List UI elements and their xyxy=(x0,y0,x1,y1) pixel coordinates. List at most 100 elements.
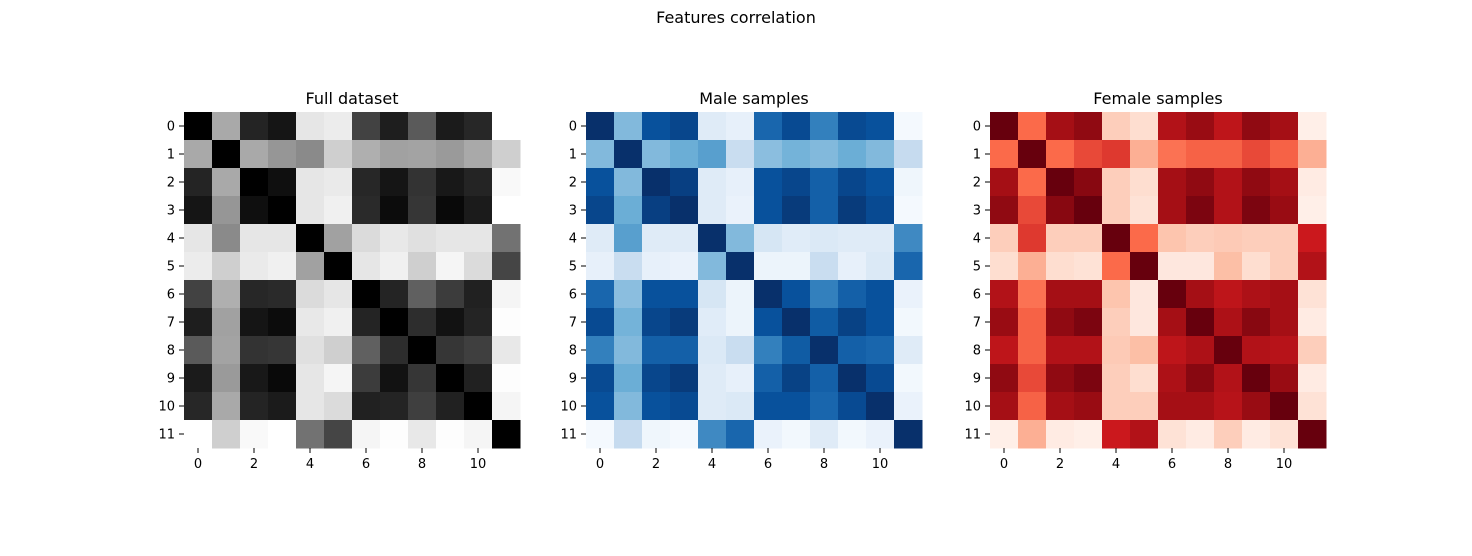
x-tick-label: 4 xyxy=(1112,457,1120,472)
heatmap-cell xyxy=(1298,392,1327,421)
heatmap-cell xyxy=(754,308,783,337)
heatmap-cell xyxy=(324,112,353,141)
x-tick-label: 2 xyxy=(250,457,258,472)
heatmap-cell xyxy=(614,196,643,225)
y-tick-label: 1 xyxy=(569,148,577,163)
heatmap-cell xyxy=(990,140,1019,169)
heatmap-cell xyxy=(894,392,923,421)
heatmap-cell xyxy=(726,196,755,225)
heatmap-cell xyxy=(436,392,465,421)
heatmap-cell xyxy=(1214,392,1243,421)
x-tick-label: 6 xyxy=(764,457,772,472)
heatmap-cell xyxy=(492,364,521,393)
heatmap-cell xyxy=(352,168,381,197)
heatmap-cell xyxy=(380,196,409,225)
y-tick-label: 10 xyxy=(964,400,981,415)
heatmap-cell xyxy=(670,224,699,253)
heatmap-cell xyxy=(296,392,325,421)
heatmap-cell xyxy=(810,252,839,281)
heatmap-cell xyxy=(436,336,465,365)
heatmap-cell xyxy=(240,196,269,225)
x-tick-label: 10 xyxy=(1276,457,1293,472)
heatmap-cell xyxy=(184,168,213,197)
heatmap-cell xyxy=(810,364,839,393)
heatmap-panel-3: Female samples 0 1 2 3 4 5 6 7 8 9 10 11 0 2 4 6 8 10 xyxy=(964,89,1327,472)
heatmap-cell xyxy=(810,168,839,197)
heatmap-cell xyxy=(296,364,325,393)
heatmap-cell xyxy=(296,308,325,337)
heatmap-cell xyxy=(1102,336,1131,365)
heatmap-cell xyxy=(492,196,521,225)
heatmap-cell xyxy=(464,224,493,253)
heatmap-cell xyxy=(352,280,381,309)
heatmap-cell xyxy=(1046,196,1075,225)
heatmap-cell xyxy=(1270,140,1299,169)
heatmap-cell xyxy=(1298,168,1327,197)
heatmap-cell xyxy=(464,252,493,281)
heatmap-cell xyxy=(352,336,381,365)
heatmap-cell xyxy=(184,336,213,365)
heatmap-cell xyxy=(726,336,755,365)
heatmap-cell xyxy=(782,196,811,225)
heatmap-cell xyxy=(1242,280,1271,309)
heatmap-cell xyxy=(212,364,241,393)
heatmap-cell xyxy=(1214,364,1243,393)
y-tick-label: 5 xyxy=(973,260,981,275)
heatmap-cell xyxy=(1046,308,1075,337)
heatmap-cell xyxy=(754,364,783,393)
heatmap-cell xyxy=(212,420,241,449)
heatmap-cell xyxy=(240,112,269,141)
heatmap-cell xyxy=(614,420,643,449)
heatmap-cell xyxy=(296,168,325,197)
heatmap-cell xyxy=(1186,168,1215,197)
heatmap-cell xyxy=(754,168,783,197)
heatmap-cell xyxy=(866,224,895,253)
heatmap-cell xyxy=(642,364,671,393)
x-tick-label: 4 xyxy=(306,457,314,472)
heatmap-cell xyxy=(352,224,381,253)
heatmap-cell xyxy=(240,336,269,365)
heatmap-cell xyxy=(464,140,493,169)
y-tick-label: 11 xyxy=(560,428,577,443)
heatmap-cell xyxy=(1018,112,1047,141)
heatmap-cell xyxy=(184,308,213,337)
heatmap-cell xyxy=(1270,112,1299,141)
heatmap-cell xyxy=(866,112,895,141)
heatmap-cell xyxy=(894,280,923,309)
heatmap-cell xyxy=(380,224,409,253)
heatmap-cell xyxy=(1130,364,1159,393)
heatmap-cell xyxy=(324,140,353,169)
heatmap-cell xyxy=(866,336,895,365)
heatmap-cell xyxy=(754,112,783,141)
heatmap-cell xyxy=(990,364,1019,393)
heatmap-cell xyxy=(586,168,615,197)
heatmap-cell xyxy=(1130,308,1159,337)
heatmap-cell xyxy=(380,420,409,449)
heatmap-cell xyxy=(1130,168,1159,197)
heatmap-cell xyxy=(408,420,437,449)
heatmap-cell xyxy=(838,224,867,253)
heatmap-cell xyxy=(352,140,381,169)
heatmap-cell xyxy=(240,168,269,197)
heatmap-cell xyxy=(1214,252,1243,281)
heatmap-cell xyxy=(1018,140,1047,169)
heatmap-cell xyxy=(212,168,241,197)
heatmap-cell xyxy=(838,392,867,421)
heatmap-cell xyxy=(726,112,755,141)
heatmap-cell xyxy=(1046,420,1075,449)
heatmap-cell xyxy=(296,252,325,281)
heatmap-cell xyxy=(614,224,643,253)
x-tick-label: 8 xyxy=(820,457,828,472)
heatmap-cell xyxy=(240,140,269,169)
y-tick-label: 5 xyxy=(569,260,577,275)
heatmap-cell xyxy=(324,224,353,253)
heatmap-cell xyxy=(866,140,895,169)
heatmap-cell xyxy=(268,168,297,197)
x-tick-label: 10 xyxy=(872,457,889,472)
heatmap-cell xyxy=(1018,280,1047,309)
heatmap-cell xyxy=(212,308,241,337)
heatmap-cell xyxy=(990,252,1019,281)
heatmap-cell xyxy=(838,364,867,393)
heatmap-cell xyxy=(1158,252,1187,281)
heatmap-cell xyxy=(614,308,643,337)
